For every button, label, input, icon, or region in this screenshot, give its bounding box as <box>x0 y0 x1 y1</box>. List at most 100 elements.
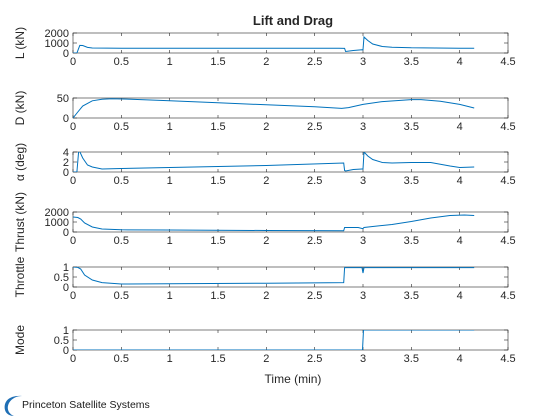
x-tick-label: 0 <box>70 121 76 133</box>
series-line <box>73 214 475 232</box>
x-tick-label: 1 <box>167 175 173 187</box>
x-axis-label: Time (min) <box>265 372 322 386</box>
x-tick-label: 1 <box>167 290 173 302</box>
series-line <box>73 152 475 172</box>
x-tick-label: 3.5 <box>404 121 419 133</box>
y-axis-label: Throttle <box>13 256 27 297</box>
series-line <box>73 330 475 350</box>
x-tick-label: 0.5 <box>114 175 129 187</box>
x-tick-label: 2 <box>263 235 269 247</box>
x-tick-label: 3 <box>360 353 366 365</box>
y-tick-label: 0 <box>63 282 69 294</box>
x-tick-label: 2.5 <box>307 290 322 302</box>
y-tick-label: 1 <box>63 325 69 337</box>
series-line <box>73 35 475 53</box>
x-tick-label: 3 <box>360 121 366 133</box>
y-tick-label: 0 <box>63 227 69 239</box>
x-tick-label: 3.5 <box>404 175 419 187</box>
x-tick-label: 1.5 <box>210 121 225 133</box>
x-tick-label: 3.5 <box>404 235 419 247</box>
y-axis-label: α (deg) <box>13 143 27 181</box>
x-tick-label: 1 <box>167 56 173 68</box>
x-tick-label: 2.5 <box>307 353 322 365</box>
y-tick-label: 1000 <box>45 217 69 229</box>
plot-area <box>72 32 509 54</box>
plot-area <box>72 97 509 119</box>
swoosh-logo-icon <box>4 395 22 416</box>
x-tick-label: 4.5 <box>500 175 515 187</box>
x-tick-label: 4 <box>457 235 463 247</box>
x-tick-label: 1.5 <box>210 175 225 187</box>
subplot-2: 0 0.5 1 1.5 2 2.5 3 3.5 4 4.5 0 50 D (kN) <box>13 91 516 133</box>
x-tick-label: 2.5 <box>307 175 322 187</box>
x-tick-label: 2 <box>263 290 269 302</box>
y-tick-label: 0 <box>63 345 69 357</box>
figure-title: Lift and Drag <box>253 13 333 28</box>
x-tick-label: 4.5 <box>500 121 515 133</box>
y-axis-label: L (kN) <box>13 27 27 59</box>
x-tick-label: 4 <box>457 353 463 365</box>
y-tick-label: 0 <box>63 113 69 125</box>
x-tick-label: 2.5 <box>307 235 322 247</box>
x-tick-label: 0 <box>70 175 76 187</box>
x-tick-label: 0 <box>70 235 76 247</box>
x-tick-label: 2 <box>263 175 269 187</box>
y-axis-label: Mode <box>13 325 27 355</box>
x-tick-label: 4.5 <box>500 290 515 302</box>
x-tick-label: 3.5 <box>404 353 419 365</box>
y-tick-label: 0 <box>63 48 69 60</box>
x-tick-label: 1.5 <box>210 56 225 68</box>
y-tick-label: 1000 <box>45 38 69 50</box>
x-tick-label: 0 <box>70 290 76 302</box>
series-line <box>73 98 475 118</box>
x-tick-label: 4 <box>457 56 463 68</box>
x-tick-label: 4 <box>457 175 463 187</box>
x-tick-label: 3 <box>360 235 366 247</box>
x-tick-label: 0.5 <box>114 290 129 302</box>
x-tick-label: 4 <box>457 290 463 302</box>
plot-area <box>72 329 509 351</box>
y-tick-label: 1 <box>63 262 69 274</box>
y-tick-label: 2000 <box>45 28 69 40</box>
x-tick-label: 3 <box>360 56 366 68</box>
series-line <box>73 267 475 285</box>
x-tick-label: 2.5 <box>307 56 322 68</box>
y-tick-label: 2 <box>63 157 69 169</box>
y-tick-label: 50 <box>57 93 69 105</box>
logo-text: Princeton Satellite Systems <box>22 399 150 411</box>
x-tick-label: 3 <box>360 290 366 302</box>
y-tick-label: 0.5 <box>54 272 69 284</box>
x-tick-label: 4.5 <box>500 56 515 68</box>
x-tick-label: 0 <box>70 56 76 68</box>
x-tick-label: 0.5 <box>114 235 129 247</box>
x-tick-label: 1 <box>167 235 173 247</box>
plot-area <box>72 211 509 233</box>
x-tick-label: 0.5 <box>114 121 129 133</box>
company-logo: Princeton Satellite Systems <box>2 392 202 418</box>
x-tick-label: 2 <box>263 121 269 133</box>
y-axis-label: Thrust (kN) <box>13 192 27 252</box>
x-tick-label: 3 <box>360 175 366 187</box>
y-tick-label: 4 <box>63 147 69 159</box>
y-tick-label: 2000 <box>45 207 69 219</box>
x-tick-label: 2 <box>263 56 269 68</box>
plot-area <box>72 151 509 173</box>
x-tick-label: 3.5 <box>404 56 419 68</box>
y-tick-label: 0.5 <box>54 335 69 347</box>
x-tick-label: 0.5 <box>114 56 129 68</box>
x-tick-label: 4 <box>457 121 463 133</box>
x-tick-label: 2 <box>263 353 269 365</box>
x-tick-label: 0 <box>70 353 76 365</box>
x-tick-label: 1.5 <box>210 235 225 247</box>
x-tick-label: 1 <box>167 353 173 365</box>
y-tick-label: 0 <box>63 167 69 179</box>
x-tick-label: 1.5 <box>210 353 225 365</box>
x-tick-label: 0.5 <box>114 353 129 365</box>
